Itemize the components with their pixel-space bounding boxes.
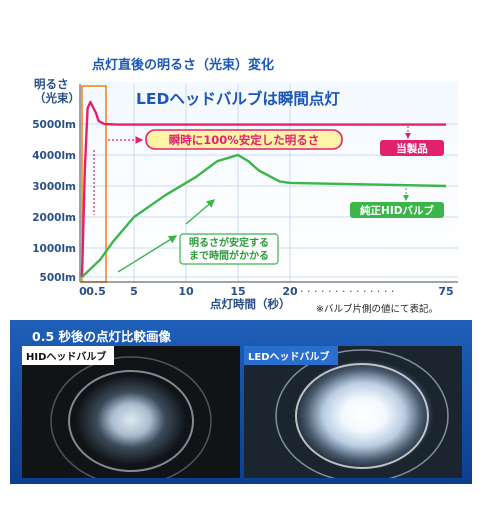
- comparison-panel: 0.5 秒後の点灯比較画像 HIDヘッドバルブ LEDヘッドバルブ: [10, 320, 472, 484]
- y-tick-label: 500lm: [40, 272, 77, 284]
- hid-series-name: 純正HIDバルブ: [360, 204, 434, 217]
- led-bulb-photo: LEDヘッドバルブ: [244, 346, 462, 478]
- stabilize-annotation-text: まで時間がかかる: [189, 249, 269, 262]
- hid-series-line: [81, 153, 447, 278]
- y-tick-label: 5000lm: [32, 119, 76, 131]
- led-series-line: [80, 100, 446, 278]
- y-tick-label: 1000lm: [32, 243, 76, 255]
- hid-series-tag: [350, 202, 444, 218]
- x-tick-label: 10: [178, 285, 194, 298]
- y-tick-label: 2000lm: [32, 212, 76, 224]
- instant-annotation-box: [145, 129, 343, 150]
- x-tick-label: 5: [130, 285, 138, 298]
- led-headlight-ring: [275, 349, 449, 478]
- comparison-title: 0.5 秒後の点灯比較画像: [32, 329, 171, 344]
- stabilize-arrow-high: [185, 199, 216, 225]
- y-axis-label: 明るさ: [34, 77, 69, 91]
- chart-heading: 点灯直後の明るさ（光束）変化: [92, 58, 275, 73]
- stabilize-annotation-box: [179, 233, 279, 265]
- x-axis-label: 点灯時間（秒）: [210, 297, 291, 311]
- led-series-tag: [380, 140, 444, 156]
- x-tick-label: 0.5: [86, 285, 106, 298]
- instant-annotation-text: 瞬時に100%安定した明るさ: [169, 133, 320, 147]
- led-series-name: 当製品: [396, 142, 428, 155]
- y-tick-label: 3000lm: [32, 181, 76, 193]
- chart-title: LEDヘッドバルブは瞬間点灯: [136, 89, 340, 108]
- hid-headlight-ring: [50, 356, 212, 478]
- axis-break-dots: · · · · · · · · · · · · · ·: [300, 285, 394, 298]
- x-tick-label: 15: [230, 285, 245, 298]
- y-axis-label: （光束）: [34, 91, 80, 105]
- hid-bulb-label: HIDヘッドバルブ: [22, 346, 115, 365]
- x-tick-label: 20: [282, 285, 298, 298]
- led-bulb-label: LEDヘッドバルブ: [244, 346, 338, 365]
- stabilize-arrow-low: [117, 235, 178, 273]
- stabilize-annotation-text: 明るさが安定する: [189, 236, 269, 249]
- hid-bulb-photo: HIDヘッドバルブ: [22, 346, 240, 478]
- y-tick-label: 4000lm: [32, 150, 76, 162]
- x-tick-label: 75: [438, 285, 453, 298]
- x-tick-label: 0: [79, 285, 87, 298]
- footnote: ※バルブ片側の値にて表記。: [316, 303, 438, 315]
